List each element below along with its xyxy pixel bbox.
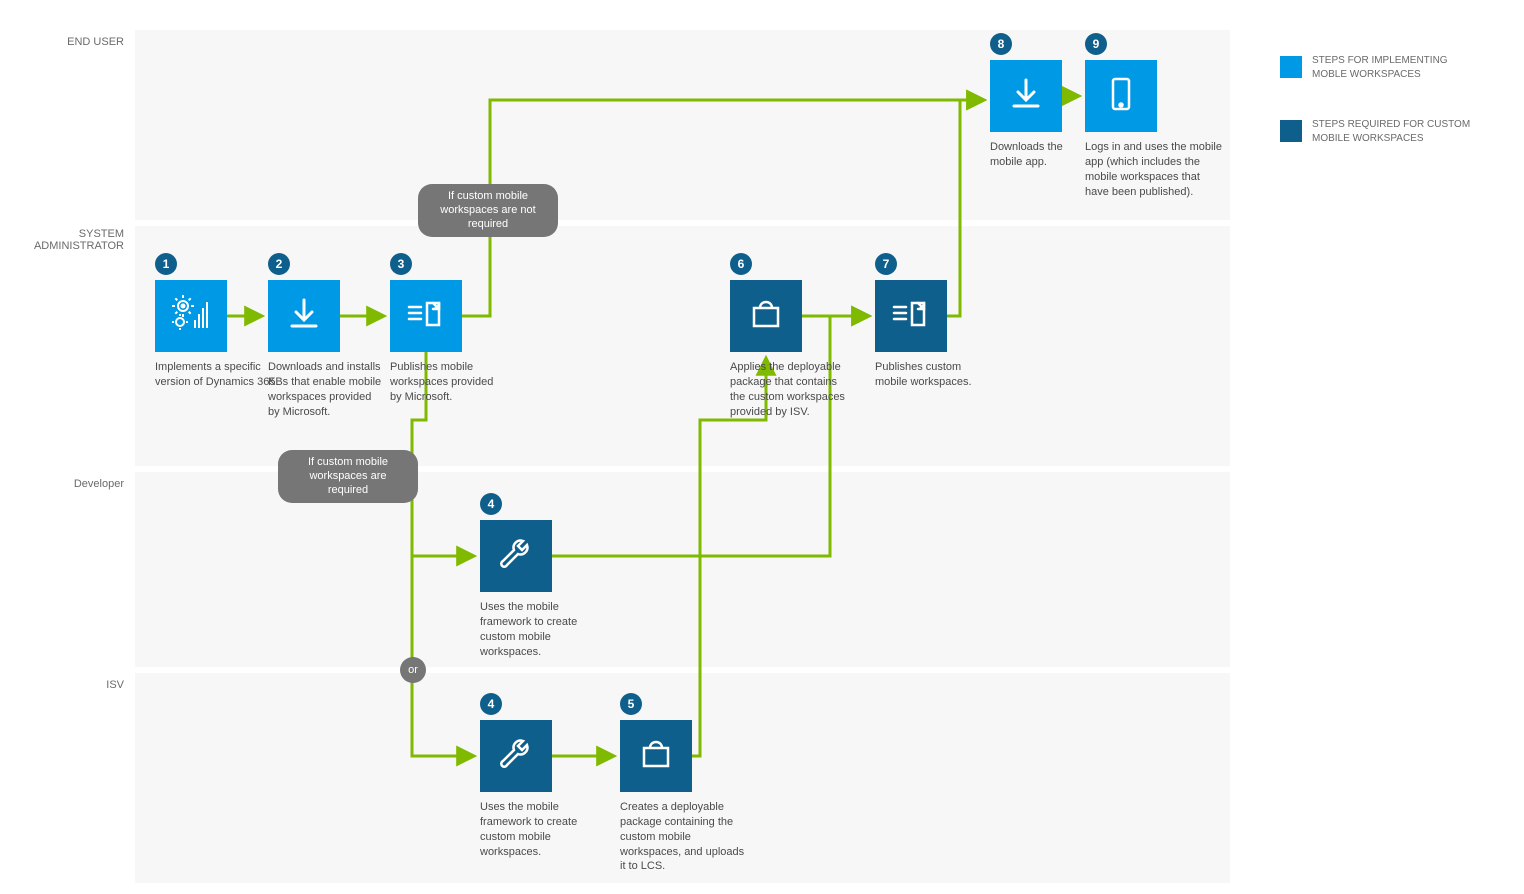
tile-step-2: [268, 280, 340, 352]
step-number-4a: 4: [480, 493, 502, 515]
publish-icon: [890, 293, 932, 340]
step-number-5: 5: [620, 693, 642, 715]
tile-step-3: [390, 280, 462, 352]
tile-step-5: [620, 720, 692, 792]
wrench-icon: [496, 734, 536, 779]
pill-not-required: If custom mobile workspaces are not requ…: [418, 184, 558, 237]
legend-swatch-light: [1280, 56, 1302, 78]
step-number-1: 1: [155, 253, 177, 275]
package-icon: [636, 734, 676, 779]
tile-step-7: [875, 280, 947, 352]
legend-text-light: STEPS FOR IMPLEMENTING MOBLE WORKSPACES: [1312, 54, 1482, 81]
download-icon: [1006, 74, 1046, 119]
caption-step-3: Publishes mobile workspaces provided by …: [390, 360, 500, 405]
or-junction: or: [400, 657, 426, 683]
tile-step-8: [990, 60, 1062, 132]
step-number-4b: 4: [480, 693, 502, 715]
step-number-7: 7: [875, 253, 897, 275]
wrench-icon: [496, 534, 536, 579]
tile-step-4a: [480, 520, 552, 592]
legend-swatch-dark: [1280, 120, 1302, 142]
label-end-user: END USER: [14, 36, 124, 48]
caption-step-1: Implements a specific version of Dynamic…: [155, 360, 285, 390]
step-number-6: 6: [730, 253, 752, 275]
tile-step-1: [155, 280, 227, 352]
caption-step-9: Logs in and uses the mobile app (which i…: [1085, 140, 1225, 199]
legend-text-dark: STEPS REQUIRED FOR CUSTOM MOBILE WORKSPA…: [1312, 118, 1482, 145]
step-number-2: 2: [268, 253, 290, 275]
tile-step-4b: [480, 720, 552, 792]
tile-step-9: [1085, 60, 1157, 132]
step-number-9: 9: [1085, 33, 1107, 55]
caption-step-7: Publishes custom mobile workspaces.: [875, 360, 975, 390]
step-number-3: 3: [390, 253, 412, 275]
gears-icon: [169, 292, 213, 341]
swimlane-end-user: [135, 30, 1230, 220]
label-sys-admin: SYSTEM ADMINISTRATOR: [14, 228, 124, 252]
caption-step-2: Downloads and installs KBs that enable m…: [268, 360, 383, 419]
caption-step-4a: Uses the mobile framework to create cust…: [480, 600, 610, 659]
package-icon: [746, 294, 786, 339]
publish-icon: [405, 293, 447, 340]
mobile-icon: [1101, 74, 1141, 119]
label-developer: Developer: [14, 478, 124, 490]
download-icon: [284, 294, 324, 339]
label-isv: ISV: [14, 679, 124, 691]
step-number-8: 8: [990, 33, 1012, 55]
caption-step-8: Downloads the mobile app.: [990, 140, 1080, 170]
pill-required: If custom mobile workspaces are required: [278, 450, 418, 503]
tile-step-6: [730, 280, 802, 352]
caption-step-5: Creates a deployable package containing …: [620, 800, 750, 874]
caption-step-6: Applies the deployable package that cont…: [730, 360, 850, 419]
caption-step-4b: Uses the mobile framework to create cust…: [480, 800, 610, 859]
